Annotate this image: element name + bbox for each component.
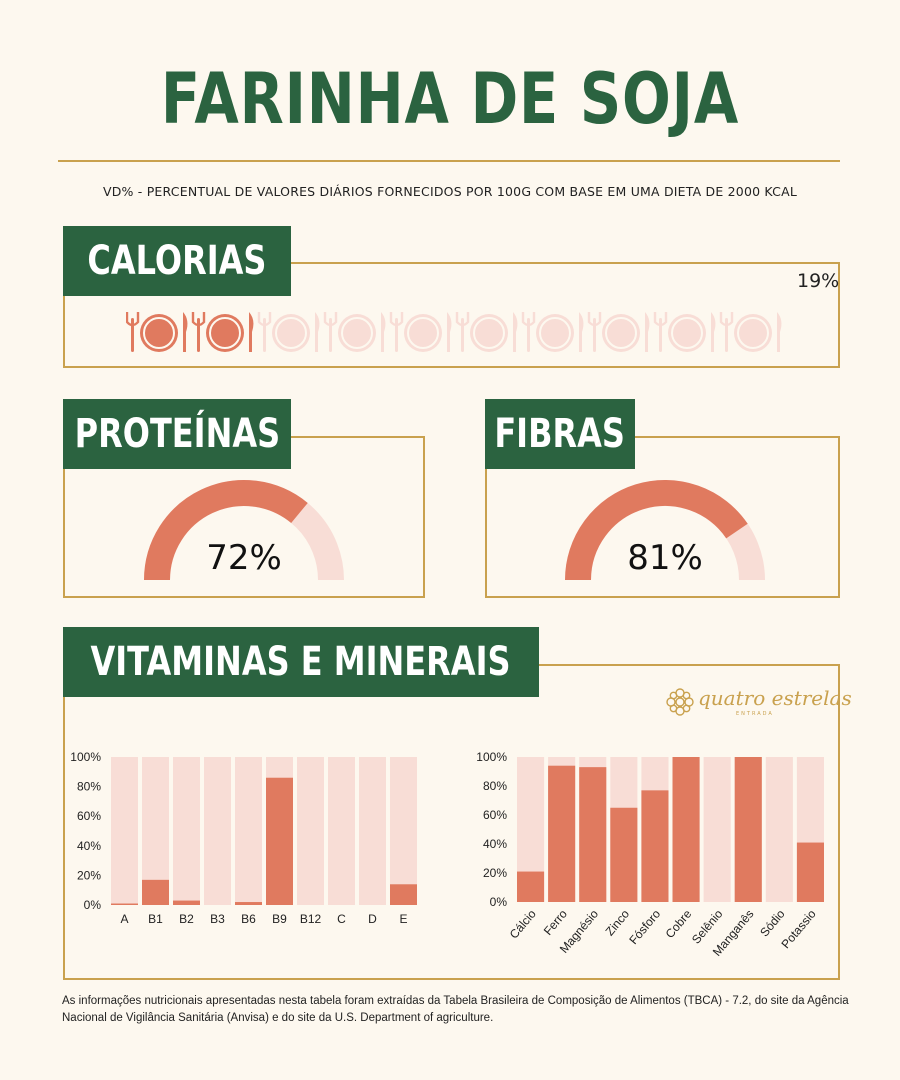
bar-B6 bbox=[235, 902, 262, 905]
source-footnote: As informações nutricionais apresentadas… bbox=[62, 995, 849, 1024]
x-tick-label: B12 bbox=[300, 912, 322, 926]
bar-Cobre bbox=[672, 757, 700, 902]
brand-logo: quatro estrelas ENTRADA bbox=[664, 686, 852, 720]
bar-E bbox=[390, 884, 417, 905]
fibras-percent: 81% bbox=[627, 538, 703, 578]
bar-background bbox=[235, 757, 262, 905]
bar-B2 bbox=[173, 900, 200, 905]
x-tick-label: B9 bbox=[272, 912, 287, 926]
fibras-gauge bbox=[565, 480, 765, 581]
vitaminas-header: VITAMINAS E MINERAIS bbox=[63, 627, 539, 697]
vitaminas-title: VITAMINAS E MINERAIS bbox=[90, 639, 512, 685]
bar-background bbox=[765, 757, 793, 902]
x-tick-label: D bbox=[368, 912, 377, 926]
x-tick-label: C bbox=[337, 912, 346, 926]
x-tick-label: B1 bbox=[148, 912, 163, 926]
x-tick-label: Ferro bbox=[541, 907, 570, 938]
bar-background bbox=[297, 757, 324, 905]
calorias-title: CALORIAS bbox=[87, 238, 267, 284]
x-tick-label: B6 bbox=[241, 912, 256, 926]
bar-B9 bbox=[266, 777, 293, 905]
calorias-header: CALORIAS bbox=[63, 226, 291, 296]
y-tick-label: 0% bbox=[84, 898, 102, 912]
bar-Magnésio bbox=[579, 767, 607, 902]
fibras-panel bbox=[485, 436, 840, 598]
calorias-percent: 19% bbox=[797, 270, 840, 292]
gauge-fill bbox=[565, 480, 748, 581]
bar-Potassio bbox=[796, 842, 824, 902]
logo-text: quatro estrelas bbox=[698, 686, 852, 710]
vitamins-chart: 0% 20% 40% 60% 80% 100% A B1 B2 B3 B6 B9 B12 C D E bbox=[70, 750, 417, 926]
bar-Manganês bbox=[734, 757, 762, 902]
plate-icon-9 bbox=[653, 312, 716, 352]
proteinas-percent: 72% bbox=[206, 538, 282, 578]
page-title: FARINHA DE SOJA bbox=[160, 58, 740, 140]
page-subtitle: VD% - PERCENTUAL DE VALORES DIÁRIOS FORN… bbox=[102, 184, 797, 199]
plate-icon-5 bbox=[389, 312, 452, 352]
y-tick-label: 60% bbox=[483, 808, 507, 822]
calorias-icon-row bbox=[126, 312, 782, 352]
plate-icon-8 bbox=[587, 312, 650, 352]
x-tick-label: A bbox=[120, 912, 128, 926]
logo-subtext: ENTRADA bbox=[736, 711, 774, 717]
y-tick-label: 60% bbox=[77, 809, 101, 823]
plate-icon-7 bbox=[521, 312, 584, 352]
y-tick-label: 20% bbox=[483, 866, 507, 880]
proteinas-gauge bbox=[144, 480, 344, 581]
bar-background bbox=[390, 757, 417, 905]
y-tick-label: 0% bbox=[490, 895, 508, 909]
y-tick-label: 80% bbox=[77, 780, 101, 794]
bar-A bbox=[111, 903, 138, 905]
bar-Cálcio bbox=[517, 871, 545, 902]
bar-background bbox=[173, 757, 200, 905]
proteinas-header: PROTEÍNAS bbox=[63, 399, 291, 469]
x-tick-label: Sódio bbox=[757, 907, 788, 940]
plate-icon-1 bbox=[126, 312, 188, 352]
y-tick-label: 100% bbox=[476, 750, 507, 764]
plate-icon-6 bbox=[455, 312, 518, 352]
bar-background bbox=[359, 757, 386, 905]
bar-background bbox=[328, 757, 355, 905]
calorias-panel bbox=[63, 262, 840, 368]
bar-background bbox=[111, 757, 138, 905]
bar-Fósforo bbox=[641, 790, 669, 902]
x-tick-label: Zinco bbox=[603, 907, 633, 939]
bar-B1 bbox=[142, 879, 169, 905]
y-tick-label: 100% bbox=[70, 750, 101, 764]
x-tick-label: B3 bbox=[210, 912, 225, 926]
title-divider bbox=[58, 160, 840, 162]
y-tick-label: 80% bbox=[483, 779, 507, 793]
plate-icon-10 bbox=[719, 312, 782, 352]
flower-icon bbox=[666, 688, 694, 716]
plate-icon-4 bbox=[323, 312, 386, 352]
x-tick-label: E bbox=[399, 912, 407, 926]
y-tick-label: 40% bbox=[483, 837, 507, 851]
x-tick-label: Fósforo bbox=[626, 907, 663, 947]
proteinas-title: PROTEÍNAS bbox=[74, 411, 280, 457]
gauge-fill bbox=[144, 480, 308, 581]
plate-icon-3 bbox=[257, 312, 320, 352]
bar-Zinco bbox=[610, 807, 638, 902]
plate-icon-2 bbox=[191, 312, 254, 352]
x-tick-label: Cálcio bbox=[507, 907, 539, 942]
fibras-title: FIBRAS bbox=[494, 411, 626, 457]
x-tick-label: B2 bbox=[179, 912, 194, 926]
y-tick-label: 20% bbox=[77, 868, 101, 882]
fibras-header: FIBRAS bbox=[485, 399, 635, 469]
y-tick-label: 40% bbox=[77, 839, 101, 853]
bar-Ferro bbox=[548, 765, 576, 902]
bar-background bbox=[204, 757, 231, 905]
bar-background bbox=[703, 757, 731, 902]
